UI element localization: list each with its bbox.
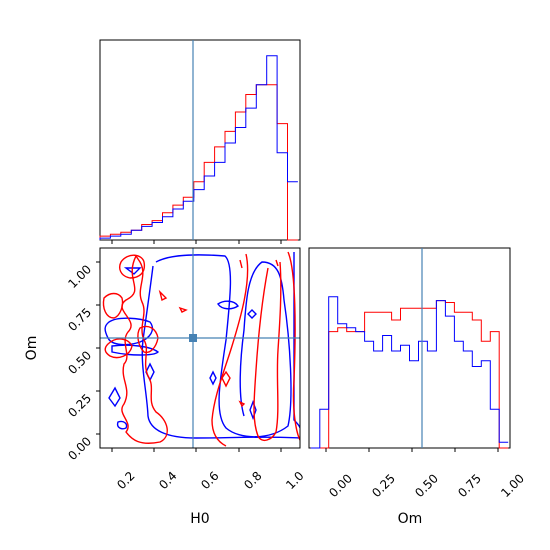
red-right-edge — [287, 251, 300, 441]
panel-om-marginal: 0.00 0.25 0.50 0.75 1.00 Om — [308, 247, 527, 527]
contours-red — [102, 251, 300, 447]
red-small-right-2 — [238, 400, 246, 408]
red-chain-left — [121, 254, 168, 444]
H0-marginal-blue-histogram — [99, 55, 298, 240]
contour-x-tick-0: 0.2 — [114, 469, 137, 492]
blue-band-upper — [104, 317, 154, 346]
panel-h0-om-contour: 0.2 0.4 0.6 0.8 1.0 1.00 0.75 0.50 0.25 … — [24, 247, 307, 527]
h0-histograms — [99, 55, 298, 241]
om-marginal-tick-0: 0.00 — [326, 471, 355, 500]
om-marginal-ticks — [325, 448, 499, 452]
red-right-band-outer — [211, 253, 249, 447]
contour-y-tick-1: 0.75 — [65, 305, 94, 334]
red-small-1 — [158, 289, 168, 302]
contour-y-tick-2: 0.50 — [65, 348, 94, 377]
contour-x-ticks — [111, 448, 282, 452]
contour-y-tick-4: 0.00 — [65, 434, 94, 463]
om-marginal-tick-2: 0.50 — [412, 471, 441, 500]
Om-marginal-blue-histogram — [310, 296, 509, 449]
blue-small-left — [108, 386, 121, 408]
contour-xlabel: H0 — [190, 511, 209, 527]
blue-inner-contour — [155, 254, 292, 438]
red-blob-topleft — [119, 254, 146, 279]
panel-om-marginal-frame — [308, 247, 511, 449]
blue-small-right-4 — [249, 400, 257, 420]
red-loop-mid-left — [137, 325, 159, 354]
panel-h0-marginal — [99, 39, 301, 244]
om-marginal-tick-3: 0.75 — [455, 471, 484, 500]
om-histograms — [310, 296, 509, 449]
contour-x-tick-4: 1.0 — [283, 469, 306, 492]
red-small-right-1 — [221, 370, 231, 388]
blue-small-topleft — [123, 267, 142, 275]
contour-x-tick-2: 0.6 — [198, 469, 221, 492]
om-marginal-xlabel: Om — [398, 511, 423, 527]
panel-h0-marginal-frame — [99, 39, 301, 241]
om-marginal-tick-1: 0.25 — [369, 471, 398, 500]
blue-small-right-2 — [209, 370, 217, 386]
red-small-top-1 — [239, 259, 243, 269]
red-small-2 — [178, 306, 188, 313]
blue-small-right-3 — [247, 309, 257, 319]
contour-y-tick-3: 0.25 — [65, 391, 94, 420]
red-loop-left — [104, 338, 133, 359]
om-marginal-tick-4: 1.00 — [498, 471, 527, 500]
contour-x-tick-1: 0.4 — [156, 469, 179, 492]
red-right-band-inner — [253, 261, 282, 442]
contour-ylabel: Om — [24, 336, 40, 361]
blue-small-bottom — [116, 420, 128, 430]
contour-y-ticks — [96, 261, 100, 435]
contour-y-tick-0: 1.00 — [65, 262, 94, 291]
contour-truth-marker — [189, 334, 197, 342]
red-blob-left-1 — [102, 292, 124, 319]
h0-marginal-ticks — [111, 240, 282, 244]
blue-band-lower — [111, 344, 160, 356]
Om-marginal-red-histogram — [310, 300, 509, 449]
blue-outer-contour — [141, 265, 300, 439]
red-small-top-2 — [275, 259, 279, 267]
contour-x-tick-3: 0.8 — [241, 469, 264, 492]
H0-marginal-red-histogram — [99, 84, 298, 241]
contours-blue — [104, 252, 300, 439]
blue-small-right-1 — [217, 300, 239, 310]
